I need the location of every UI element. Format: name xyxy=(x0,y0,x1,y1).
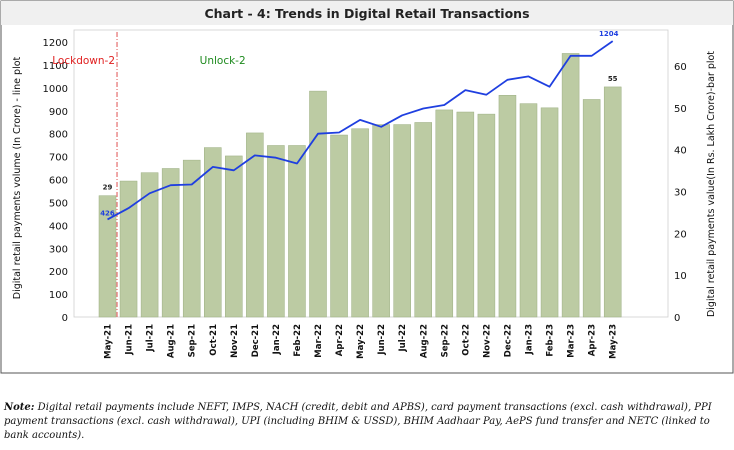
x-tick-label: Nov-21 xyxy=(230,324,240,358)
x-tick-label: Apr-23 xyxy=(588,324,598,356)
note-label: Note: xyxy=(4,402,35,413)
x-tick-label: Jul-21 xyxy=(146,324,156,353)
x-tick-label: Dec-21 xyxy=(251,324,261,357)
x-tick-label: Jul-22 xyxy=(398,324,408,353)
x-tick-label: May-22 xyxy=(356,324,366,359)
y-right-axis-label: Digital retail payments value(In Rs. Lak… xyxy=(706,51,717,317)
x-tick-label: Feb-22 xyxy=(293,324,303,357)
x-tick-label: Jun-22 xyxy=(377,324,387,356)
bar xyxy=(140,172,159,318)
y-left-tick-label: 300 xyxy=(49,244,68,255)
y-left-tick-label: 900 xyxy=(49,107,68,118)
bar xyxy=(161,168,180,318)
y-right-tick-label: 20 xyxy=(674,229,687,240)
bar xyxy=(267,145,285,318)
y-left-tick-label: 200 xyxy=(49,267,68,278)
x-tick-label: Nov-22 xyxy=(482,324,492,358)
chart-note: Note: Digital retail payments include NE… xyxy=(4,401,730,443)
y-left-tick-label: 100 xyxy=(49,290,68,301)
bar xyxy=(372,124,390,318)
line-data-label-first: 426 xyxy=(100,209,115,217)
y-left-tick-label: 1200 xyxy=(43,38,68,49)
x-tick-label: Jun-21 xyxy=(125,324,135,356)
x-tick-label: Jan-23 xyxy=(525,324,535,355)
bar xyxy=(119,180,138,318)
note-text: Digital retail payments include NEFT, IM… xyxy=(4,402,712,441)
bar xyxy=(98,195,117,318)
bar xyxy=(330,134,348,318)
chart-title: Chart - 4: Trends in Digital Retail Tran… xyxy=(204,6,529,21)
bar xyxy=(456,111,475,318)
x-tick-label: Dec-22 xyxy=(503,324,513,357)
y-right-tick-label: 60 xyxy=(674,62,687,73)
bar xyxy=(204,147,222,318)
y-left-tick-label: 500 xyxy=(49,198,68,209)
y-right-tick-label: 0 xyxy=(674,313,680,324)
bar xyxy=(519,103,538,318)
bar xyxy=(246,132,264,318)
x-tick-label: Oct-22 xyxy=(461,324,471,356)
bar xyxy=(540,107,559,318)
x-tick-label: Jan-22 xyxy=(272,324,282,355)
annotation-unlock: Unlock-2 xyxy=(200,55,246,67)
y-left-tick-label: 700 xyxy=(49,153,68,164)
y-left-tick-label: 0 xyxy=(62,313,68,324)
bar xyxy=(477,113,496,318)
y-right-tick-label: 50 xyxy=(674,104,687,115)
bar xyxy=(561,53,580,318)
x-tick-label: Oct-21 xyxy=(209,324,219,356)
y-left-tick-label: 800 xyxy=(49,130,68,141)
line-data-label-last: 1204 xyxy=(599,30,619,38)
x-tick-label: Apr-22 xyxy=(335,324,345,356)
plot-area xyxy=(73,29,669,318)
bar xyxy=(309,90,327,318)
bar-data-label-last: 55 xyxy=(608,75,618,83)
y-left-tick-label: 1100 xyxy=(43,61,68,72)
y-left-tick-label: 400 xyxy=(49,221,68,232)
bar xyxy=(182,159,201,318)
y-left-tick-label: 600 xyxy=(49,176,68,187)
y-right-tick-label: 40 xyxy=(674,146,687,157)
bar xyxy=(288,145,306,318)
y-left-tick-label: 1000 xyxy=(43,84,68,95)
title-banner xyxy=(1,1,733,25)
x-tick-label: Aug-21 xyxy=(167,324,177,358)
y-right-tick-label: 10 xyxy=(674,271,687,282)
bar xyxy=(435,109,454,318)
x-tick-label: Mar-22 xyxy=(314,324,324,358)
y-right-tick-label: 30 xyxy=(674,188,687,199)
x-tick-label: Aug-22 xyxy=(419,324,429,358)
bar xyxy=(225,155,243,318)
x-tick-label: Sep-21 xyxy=(188,324,198,357)
x-tick-label: Sep-22 xyxy=(440,324,450,357)
digital-retail-chart: Chart - 4: Trends in Digital Retail Tran… xyxy=(0,0,734,374)
x-tick-label: May-21 xyxy=(104,324,114,359)
volume-line xyxy=(107,40,614,221)
chart-container: Chart - 4: Trends in Digital Retail Tran… xyxy=(0,0,734,374)
bar-data-label-first: 29 xyxy=(103,184,113,192)
x-tick-label: May-23 xyxy=(609,324,619,359)
bar xyxy=(498,95,517,318)
annotation-lockdown: Lockdown-2 xyxy=(52,55,115,67)
bar xyxy=(582,99,601,318)
x-tick-label: Mar-23 xyxy=(567,324,577,358)
bar xyxy=(414,122,432,318)
bar xyxy=(393,124,411,318)
bar xyxy=(351,128,369,318)
bar xyxy=(603,86,622,318)
y-left-axis-label: Digital retail payments volume (In Crore… xyxy=(12,56,23,299)
x-tick-label: Feb-23 xyxy=(546,324,556,357)
